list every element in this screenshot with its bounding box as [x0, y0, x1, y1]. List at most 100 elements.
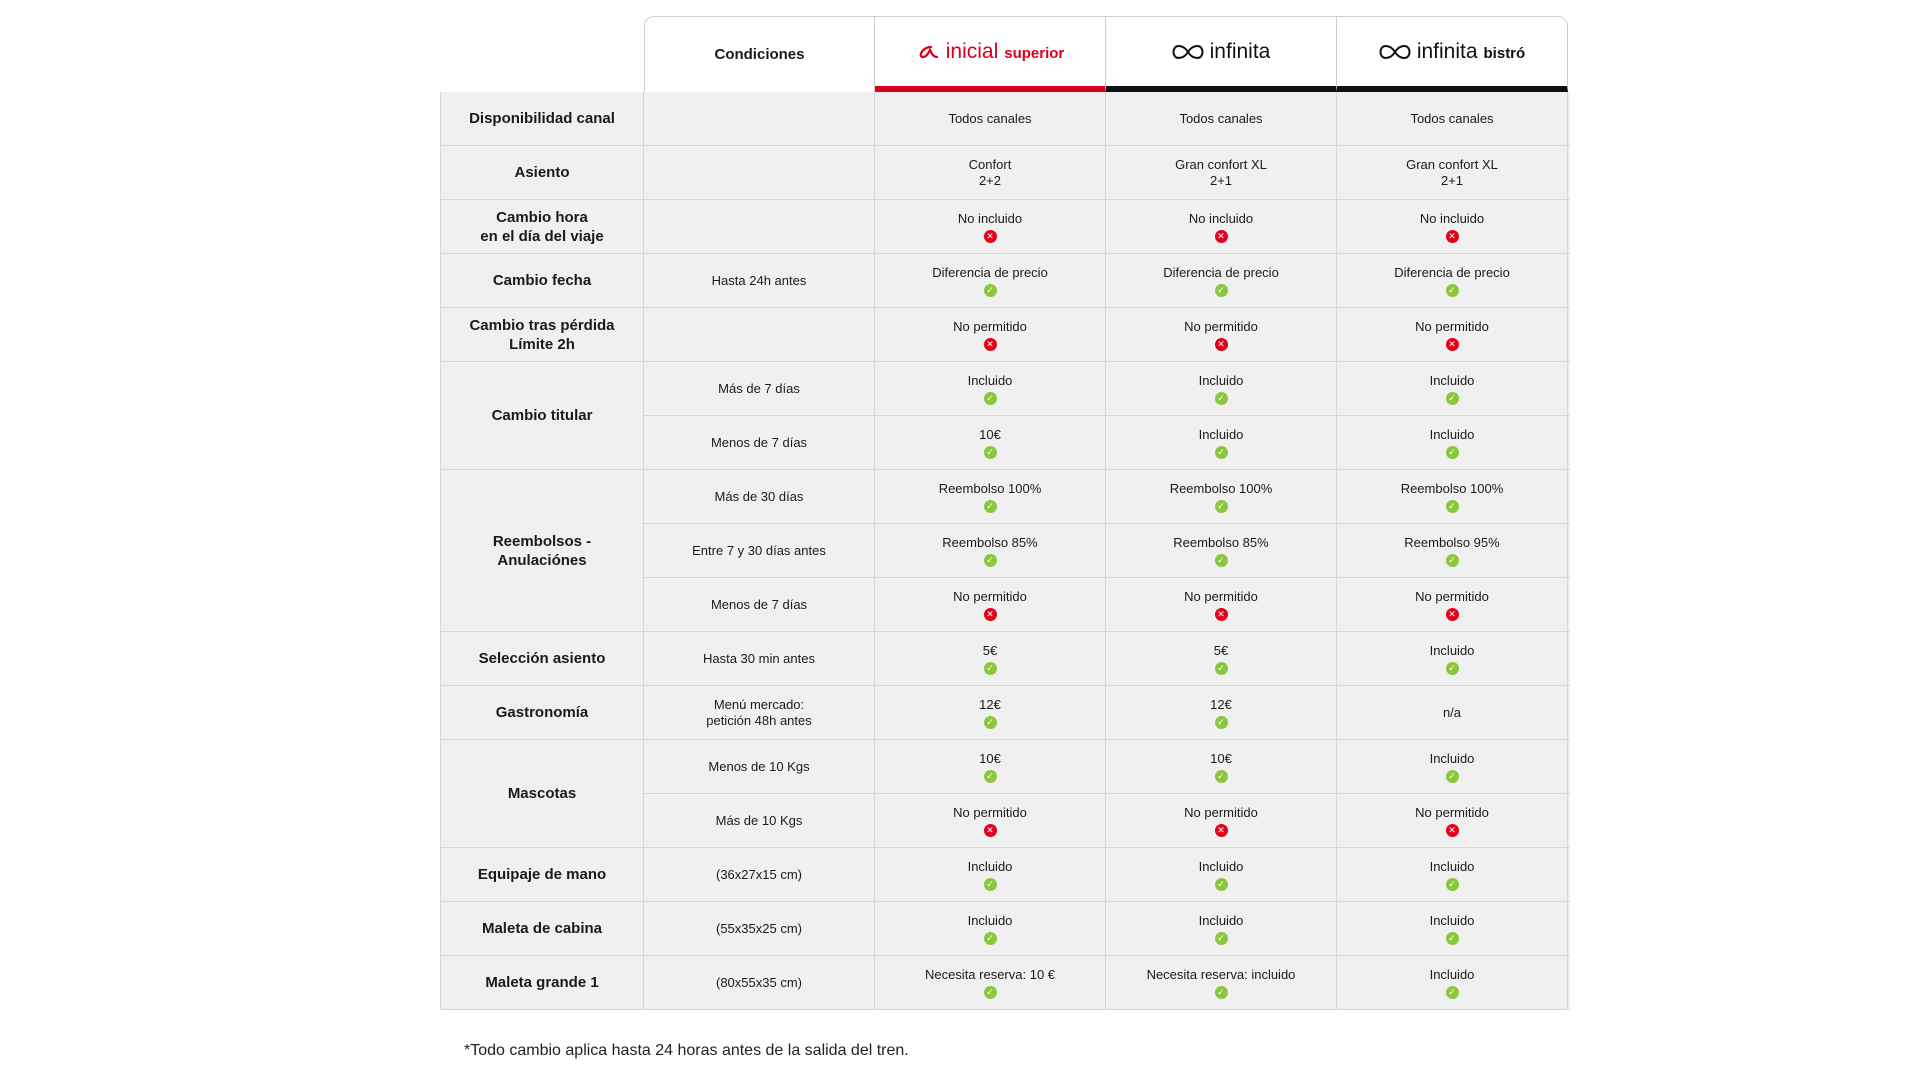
condition-cell: Menú mercado: petición 48h antes — [644, 686, 875, 739]
cross-circle-icon: ✕ — [1214, 823, 1228, 837]
value-text: Diferencia de precio — [1394, 264, 1510, 280]
plan-value-cell: Incluido ✓ — [1106, 416, 1337, 469]
plan-value-cell: Incluido ✓ — [1337, 902, 1568, 955]
plan-value-cell: 12€ ✓ — [875, 686, 1106, 739]
value-text: No permitido — [1415, 804, 1489, 820]
plan-value-cell: Necesita reserva: 10 € ✓ — [875, 956, 1106, 1009]
feature-label: Selección asiento — [440, 632, 644, 685]
plan-value-cell: No permitido ✕ — [1337, 794, 1568, 847]
plan-value-cell: Diferencia de precio ✓ — [1106, 254, 1337, 307]
plan-value-cell: Incluido ✓ — [1337, 416, 1568, 469]
check-circle-icon: ✓ — [983, 553, 997, 567]
condition-cell: Hasta 30 min antes — [644, 632, 875, 685]
check-circle-icon: ✓ — [983, 877, 997, 891]
check-circle-icon: ✓ — [983, 391, 997, 405]
value-text: No permitido — [1184, 588, 1258, 604]
table-row-group: Cambio hora en el día del viaje No inclui… — [440, 200, 1570, 254]
plan-value-cell: 10€ ✓ — [875, 740, 1106, 793]
feature-label: Cambio hora en el día del viaje — [440, 200, 644, 253]
plan-value-cell: Diferencia de precio ✓ — [875, 254, 1106, 307]
table-row-group: Selección asiento Hasta 30 min antes 5€ ✓ 5€… — [440, 632, 1570, 686]
plan-value-cell: 12€ ✓ — [1106, 686, 1337, 739]
feature-label: Asiento — [440, 146, 644, 199]
table-row-group: Asiento Confort 2+2 Gran confort XL 2+1 Gra… — [440, 146, 1570, 200]
value-text: Incluido — [1429, 426, 1475, 442]
plan-value-cell: No incluido ✕ — [1106, 200, 1337, 253]
table-row: Menú mercado: petición 48h antes 12€ ✓ 12€ ✓… — [644, 686, 1570, 739]
table-row-group: Maleta grande 1 (80x55x35 cm) Necesita res… — [440, 956, 1570, 1010]
value-text: 5€ — [1213, 642, 1229, 658]
value-text: Reembolso 100% — [1169, 480, 1273, 496]
feature-label: Mascotas — [440, 740, 644, 847]
table-row: No incluido ✕ No incluido ✕ No incluido ✕ — [644, 200, 1570, 253]
plan-name: inicial — [945, 39, 999, 63]
plan-header-infinita: infinita — [1106, 16, 1337, 92]
plan-value-cell: Incluido ✓ — [1337, 740, 1568, 793]
check-circle-icon: ✓ — [1214, 283, 1228, 297]
table-row: Entre 7 y 30 días antes Reembolso 85% ✓ Ree… — [644, 523, 1570, 577]
plan-value-cell: Diferencia de precio ✓ — [1337, 254, 1568, 307]
plan-value-cell: Incluido ✓ — [875, 848, 1106, 901]
condition-cell: Más de 10 Kgs — [644, 794, 875, 847]
value-text: Incluido — [1429, 642, 1475, 658]
table-row: No permitido ✕ No permitido ✕ No permitido ✕ — [644, 308, 1570, 361]
check-circle-icon: ✓ — [983, 445, 997, 459]
feature-label: Equipaje de mano — [440, 848, 644, 901]
condition-cell: Menos de 10 Kgs — [644, 740, 875, 793]
infinity-logo-icon — [1379, 44, 1411, 59]
table-row-group: Reembolsos - Anulaciónes Más de 30 días Re… — [440, 470, 1570, 632]
cross-circle-icon: ✕ — [1214, 607, 1228, 621]
plan-value-cell: 10€ ✓ — [1106, 740, 1337, 793]
plan-value-cell: Reembolso 100% ✓ — [1337, 470, 1568, 523]
check-circle-icon: ✓ — [1214, 985, 1228, 999]
check-circle-icon: ✓ — [1445, 769, 1459, 783]
check-circle-icon: ✓ — [1445, 283, 1459, 297]
cross-circle-icon: ✕ — [983, 607, 997, 621]
condition-cell — [644, 200, 875, 253]
plan-value-cell: Gran confort XL 2+1 — [1106, 146, 1337, 199]
check-circle-icon: ✓ — [1214, 769, 1228, 783]
check-circle-icon: ✓ — [983, 499, 997, 513]
check-circle-icon: ✓ — [1214, 661, 1228, 675]
condition-cell: Más de 7 días — [644, 362, 875, 415]
plan-value-cell: Incluido ✓ — [1106, 848, 1337, 901]
plan-value-cell: n/a — [1337, 686, 1568, 739]
plan-value-cell: Incluido ✓ — [1337, 848, 1568, 901]
condition-cell: Entre 7 y 30 días antes — [644, 524, 875, 577]
check-circle-icon: ✓ — [1445, 553, 1459, 567]
feature-label: Maleta grande 1 — [440, 956, 644, 1009]
cross-circle-icon: ✕ — [1445, 823, 1459, 837]
plan-header-inicial-superior: inicial superior — [875, 16, 1106, 92]
condition-cell: Menos de 7 días — [644, 416, 875, 469]
plan-value-cell: Incluido ✓ — [1337, 956, 1568, 1009]
plan-value-cell: Incluido ✓ — [875, 902, 1106, 955]
plan-value-cell: Todos canales — [1337, 92, 1568, 145]
plan-value-cell: Todos canales — [875, 92, 1106, 145]
plan-value-cell: No permitido ✕ — [1337, 308, 1568, 361]
plan-brand: infinita bistró — [1379, 40, 1525, 64]
plan-suffix: bistró — [1483, 44, 1526, 62]
plan-value-cell: No permitido ✕ — [875, 578, 1106, 631]
value-text: Incluido — [1429, 372, 1475, 388]
plan-value-cell: Gran confort XL 2+1 — [1337, 146, 1568, 199]
table-row: Todos canales Todos canales Todos canales — [644, 92, 1570, 145]
cross-circle-icon: ✕ — [1214, 229, 1228, 243]
check-circle-icon: ✓ — [983, 661, 997, 675]
check-circle-icon: ✓ — [1214, 877, 1228, 891]
plan-value-cell: Incluido ✓ — [1106, 362, 1337, 415]
plan-suffix: superior — [1004, 44, 1065, 62]
value-text: Todos canales — [1410, 110, 1494, 126]
plan-value-cell: No incluido ✕ — [1337, 200, 1568, 253]
check-circle-icon: ✓ — [1445, 445, 1459, 459]
table-row-group: Cambio fecha Hasta 24h antes Diferencia de… — [440, 254, 1570, 308]
check-circle-icon: ✓ — [1445, 391, 1459, 405]
table-row: (36x27x15 cm) Incluido ✓ Incluido ✓ Incluido ✓ — [644, 848, 1570, 901]
plan-value-cell: No permitido ✕ — [1106, 794, 1337, 847]
table-row: Más de 30 días Reembolso 100% ✓ Reembolso 1… — [644, 470, 1570, 523]
feature-label: Cambio fecha — [440, 254, 644, 307]
value-text: Incluido — [1198, 912, 1244, 928]
cross-circle-icon: ✕ — [1214, 337, 1228, 351]
table-row: (80x55x35 cm) Necesita reserva: 10 € ✓ Nece… — [644, 956, 1570, 1009]
table-row-group: Disponibilidad canal Todos canales Todos c… — [440, 92, 1570, 146]
value-text: Reembolso 95% — [1404, 534, 1500, 550]
